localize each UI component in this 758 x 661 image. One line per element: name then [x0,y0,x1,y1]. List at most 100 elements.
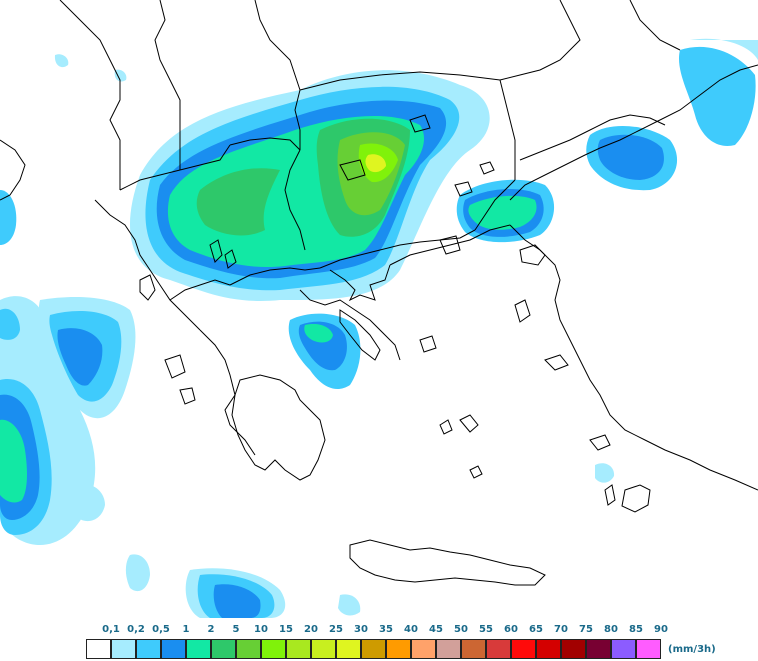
precip-area-westedge [0,190,17,245]
legend-tick-label: 70 [554,624,568,635]
coastline-turkey-west [509,224,758,491]
legend-unit-label: (mm/3h) [668,644,716,655]
legend-swatch [636,639,661,659]
border-greece-bulgaria [319,229,476,269]
border-greece-nmacedonia [229,267,321,286]
precip-area-west-2-mid [57,328,103,386]
island-rhodes [621,484,651,513]
island-santorini [469,465,483,479]
legend-swatch [386,639,411,659]
border-bulgaria-nmacedonia [284,149,306,251]
precip-area-small-2 [338,594,361,616]
border-serbia-bulgaria [294,89,301,150]
border-albania-greece [169,279,231,301]
island-thassos [454,181,473,197]
island-corfu [139,274,156,301]
legend-swatch [511,639,536,659]
precip-area-aegean-north-moderate [468,195,537,230]
border-greece-turkey [474,179,516,231]
coastlines-and-borders [0,0,758,586]
precip-area-balkans-peak [365,154,386,173]
border-north-3 [59,0,121,190]
island-chios [514,299,531,323]
border-north-1 [154,0,181,170]
legend-tick-label: 50 [454,624,468,635]
coastline-adriatic [94,199,201,331]
legend-tick-label: 25 [329,624,343,635]
legend-tick-label: 55 [479,624,493,635]
legend-swatch [236,639,261,659]
coastline-chalkidiki [329,264,391,302]
legend-swatch [461,639,486,659]
legend-swatch [411,639,436,659]
legend-swatch [536,639,561,659]
precipitation-layer [0,38,758,618]
coastline-bosphorus [509,64,758,201]
legend-tick-label: 90 [654,624,668,635]
legend-tick-label: 5 [232,624,240,635]
island-crete [349,539,546,586]
border-bulgaria-romania [299,71,501,91]
island-karpathos [604,484,616,506]
legend-tick-label: 2 [207,624,215,635]
border-bulgaria-turkey [499,79,516,180]
precipitation-map [0,0,758,618]
coastline-thrace [389,224,511,266]
island-paros [439,419,453,435]
coast-north-west [0,139,26,201]
island-kefalonia [164,354,186,379]
legend-swatch [611,639,636,659]
lake-ohrid [209,239,223,263]
precip-area-balkans-heavy [196,168,280,236]
legend-tick-label: 20 [304,624,318,635]
legend-swatch [261,639,286,659]
legend-swatch [136,639,161,659]
legend-swatch [561,639,586,659]
lake-bulgaria [339,159,366,181]
precip-area-small-3 [114,69,127,82]
legend-swatch [211,639,236,659]
lake-north [409,114,431,133]
legend-swatch [86,639,111,659]
border-north-5 [629,0,681,51]
island-zakynthos [179,387,196,405]
legend-tick-label: 15 [279,624,293,635]
legend-tick-label: 1 [182,624,190,635]
legend-tick-label: 85 [629,624,643,635]
legend-tick-label: 60 [504,624,518,635]
legend-tick-label: 0,5 [152,624,170,635]
border-montenegro [119,169,181,191]
legend-swatch [361,639,386,659]
border-serbia-nmacedonia [229,137,301,151]
border-serbia-albania [179,144,231,171]
legend-swatch [336,639,361,659]
legend-swatch [436,639,461,659]
border-north-2 [254,0,301,91]
island-samos [544,354,569,371]
island-lesvos [519,244,546,266]
legend-swatch [186,639,211,659]
island-evia [339,309,381,361]
legend-tick-label: 10 [254,624,268,635]
legend-tick-label: 30 [354,624,368,635]
precip-area-south-mid [213,584,261,618]
island-naxos [459,414,479,433]
precip-area-small-1 [595,463,615,483]
precip-area-westedge2 [0,308,20,340]
legend-tick-label: 75 [579,624,593,635]
precipitation-legend: 0,1 0,2 0,5 1 2 5 10 15 20 25 30 35 40 45 50 55 60 65 70 75… [0,618,758,661]
coastline-marmara [519,114,666,161]
border-north-4 [499,0,581,81]
island-samothraki [479,161,495,175]
island-kos [589,434,611,451]
precip-area-turkey-ne-mid [690,38,758,60]
precip-area-south-3 [125,554,150,592]
precip-area-small-4 [54,54,69,68]
legend-swatch [486,639,511,659]
legend-swatch [311,639,336,659]
legend-swatch [161,639,186,659]
precip-area-central-moderate [304,324,333,343]
legend-tick-label: 80 [604,624,618,635]
island-skyros [419,335,437,353]
lake-prespa [224,249,237,269]
